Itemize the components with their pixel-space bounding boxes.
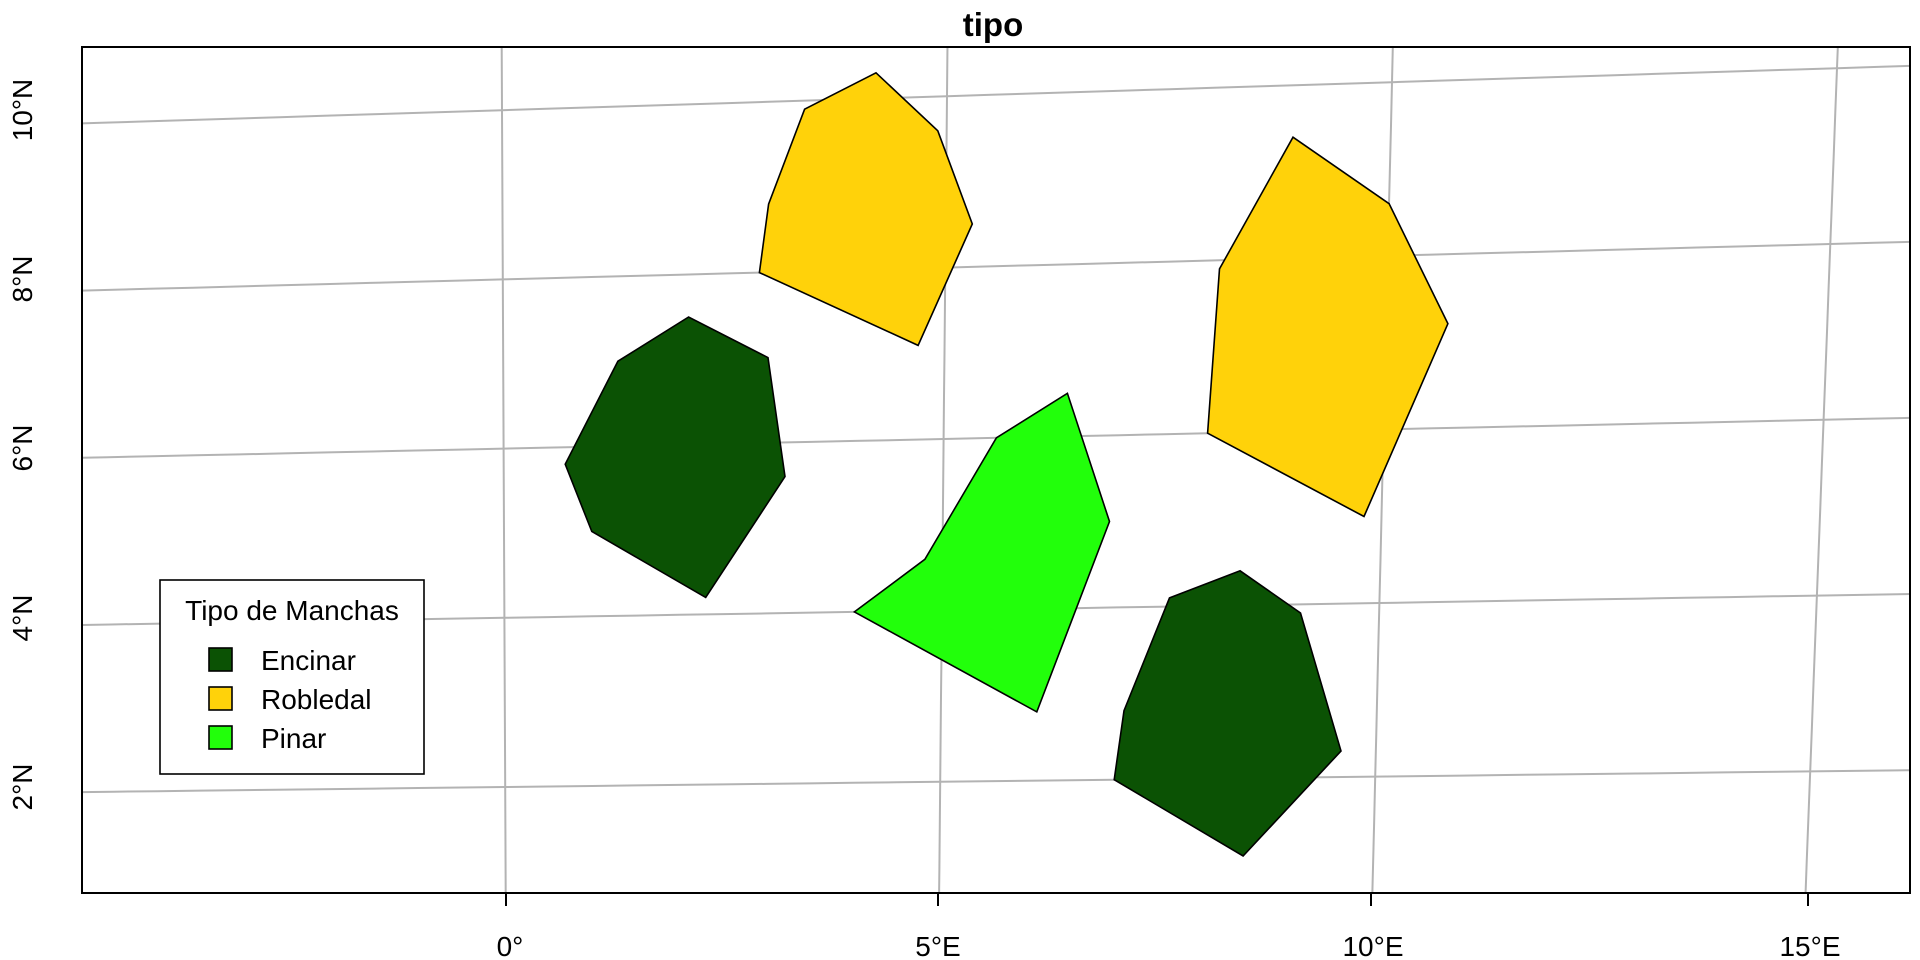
parallel-line <box>82 416 1910 459</box>
legend-swatch-robledal <box>208 686 233 711</box>
parallel-line <box>82 769 1910 794</box>
lat-label-4n: 4°N <box>7 595 38 642</box>
forest-patches <box>564 71 1449 858</box>
legend-swatch-pinar <box>208 725 233 750</box>
legend-box <box>159 579 425 775</box>
lat-label-2n: 2°N <box>7 764 38 811</box>
meridian-line <box>938 47 949 893</box>
patch-pinar-3 <box>852 392 1111 714</box>
patch-robledal-1 <box>758 71 974 347</box>
legend-label-robledal: Robledal <box>261 684 372 715</box>
patch-robledal-2 <box>1206 136 1449 518</box>
map-title: tipo <box>963 6 1023 43</box>
legend-label-pinar: Pinar <box>261 723 326 754</box>
lat-label-6n: 6°N <box>7 425 38 472</box>
meridian-line <box>500 47 507 893</box>
parallel-line <box>82 64 1910 125</box>
lat-label-10n: 10°N <box>7 79 38 142</box>
legend-title: Tipo de Manchas <box>185 595 399 626</box>
parallel-line <box>82 240 1910 292</box>
lon-label-10e: 10°E <box>1342 931 1403 960</box>
lat-label-8n: 8°N <box>7 256 38 303</box>
legend-swatch-encinar <box>208 647 233 672</box>
patch-encinar-0 <box>564 316 786 599</box>
lon-label-5e: 5°E <box>915 931 960 960</box>
lon-ticks <box>505 893 1809 906</box>
meridian-line <box>1804 47 1839 893</box>
plot-frame <box>81 46 1911 894</box>
legend: Tipo de Manchas Encinar Robledal Pinar <box>159 579 425 775</box>
meridian-line <box>52 0 75 960</box>
lon-label-15e: 15°E <box>1779 931 1840 960</box>
lon-label-0: 0° <box>497 931 524 960</box>
patch-encinar-4 <box>1113 569 1342 858</box>
legend-label-encinar: Encinar <box>261 645 356 676</box>
